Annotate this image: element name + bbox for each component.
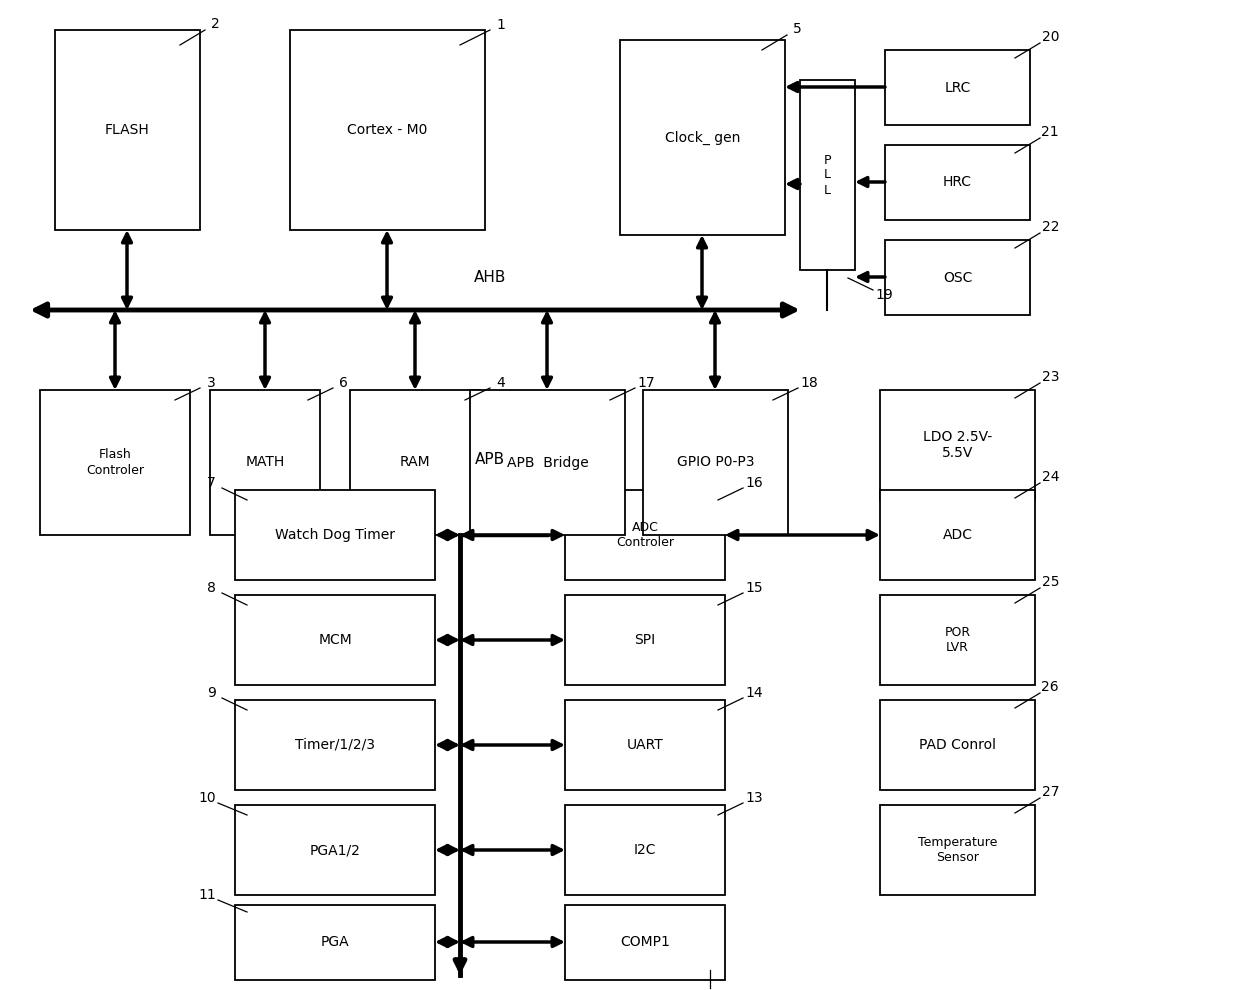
Bar — [565, 490, 725, 580]
Text: P
L
L: P L L — [823, 153, 831, 196]
Bar — [236, 595, 435, 685]
Text: 1: 1 — [496, 18, 505, 32]
Text: 5: 5 — [792, 22, 802, 36]
Text: 19: 19 — [875, 288, 893, 302]
Text: 18: 18 — [800, 376, 817, 390]
Text: LDO 2.5V-
5.5V: LDO 2.5V- 5.5V — [923, 430, 992, 460]
Text: 11: 11 — [198, 888, 216, 903]
Text: Temperature
Sensor: Temperature Sensor — [918, 836, 997, 864]
Bar — [885, 50, 1030, 125]
Text: 21: 21 — [1042, 125, 1059, 139]
Text: SPI: SPI — [635, 633, 656, 647]
Bar — [565, 905, 725, 980]
Text: RAM: RAM — [399, 455, 430, 469]
Text: 26: 26 — [1042, 680, 1059, 694]
Text: Watch Dog Timer: Watch Dog Timer — [275, 528, 396, 542]
Bar — [880, 700, 1035, 790]
Text: ADC
Controler: ADC Controler — [616, 521, 675, 549]
Bar — [210, 390, 320, 535]
Text: Flash
Controler: Flash Controler — [86, 448, 144, 476]
Bar — [620, 40, 785, 235]
Text: OSC: OSC — [942, 270, 972, 284]
Text: LRC: LRC — [945, 80, 971, 94]
Text: GPIO P0-P3: GPIO P0-P3 — [677, 455, 754, 469]
Text: 10: 10 — [198, 791, 216, 806]
Bar — [885, 145, 1030, 220]
Text: 2: 2 — [211, 17, 219, 31]
Text: COMP1: COMP1 — [620, 936, 670, 949]
Bar — [880, 595, 1035, 685]
Text: APB  Bridge: APB Bridge — [507, 455, 588, 469]
Text: 7: 7 — [207, 476, 216, 490]
Bar — [236, 905, 435, 980]
Text: 6: 6 — [340, 376, 348, 390]
Text: 14: 14 — [745, 686, 763, 700]
Bar — [236, 700, 435, 790]
Text: PGA: PGA — [321, 936, 350, 949]
Bar — [565, 805, 725, 895]
Bar — [885, 240, 1030, 315]
Bar — [290, 30, 485, 230]
Text: 16: 16 — [745, 476, 763, 490]
Text: 20: 20 — [1042, 30, 1059, 44]
Bar — [236, 805, 435, 895]
Text: MATH: MATH — [246, 455, 285, 469]
Text: 13: 13 — [745, 791, 763, 805]
Text: APB: APB — [475, 452, 505, 467]
Text: PGA1/2: PGA1/2 — [310, 843, 361, 857]
Text: 24: 24 — [1042, 470, 1059, 484]
Text: 3: 3 — [206, 376, 216, 390]
Bar — [565, 700, 725, 790]
Text: 22: 22 — [1042, 220, 1059, 234]
Text: ADC: ADC — [942, 528, 972, 542]
Text: I2C: I2C — [634, 843, 656, 857]
Text: PAD Conrol: PAD Conrol — [919, 738, 996, 752]
Text: 23: 23 — [1042, 370, 1059, 384]
Text: Timer/1/2/3: Timer/1/2/3 — [295, 738, 374, 752]
Bar — [236, 490, 435, 580]
Bar — [40, 390, 190, 535]
Text: 25: 25 — [1042, 575, 1059, 589]
Bar — [470, 390, 625, 535]
Text: 15: 15 — [745, 581, 763, 595]
Text: Cortex - M0: Cortex - M0 — [347, 123, 428, 137]
Text: UART: UART — [626, 738, 663, 752]
Bar — [350, 390, 480, 535]
Text: 8: 8 — [207, 581, 216, 595]
Bar — [880, 390, 1035, 500]
Text: AHB: AHB — [474, 270, 506, 285]
Text: MCM: MCM — [319, 633, 352, 647]
Text: HRC: HRC — [942, 175, 972, 189]
Bar — [880, 490, 1035, 580]
Text: Clock_ gen: Clock_ gen — [665, 131, 740, 145]
Text: 17: 17 — [637, 376, 655, 390]
Bar — [565, 595, 725, 685]
Text: 27: 27 — [1042, 785, 1059, 799]
Bar — [55, 30, 200, 230]
Bar — [644, 390, 787, 535]
Bar — [800, 80, 856, 270]
Bar — [880, 805, 1035, 895]
Text: 4: 4 — [496, 376, 505, 390]
Text: 9: 9 — [207, 686, 216, 700]
Text: POR
LVR: POR LVR — [945, 626, 971, 654]
Text: FLASH: FLASH — [105, 123, 150, 137]
